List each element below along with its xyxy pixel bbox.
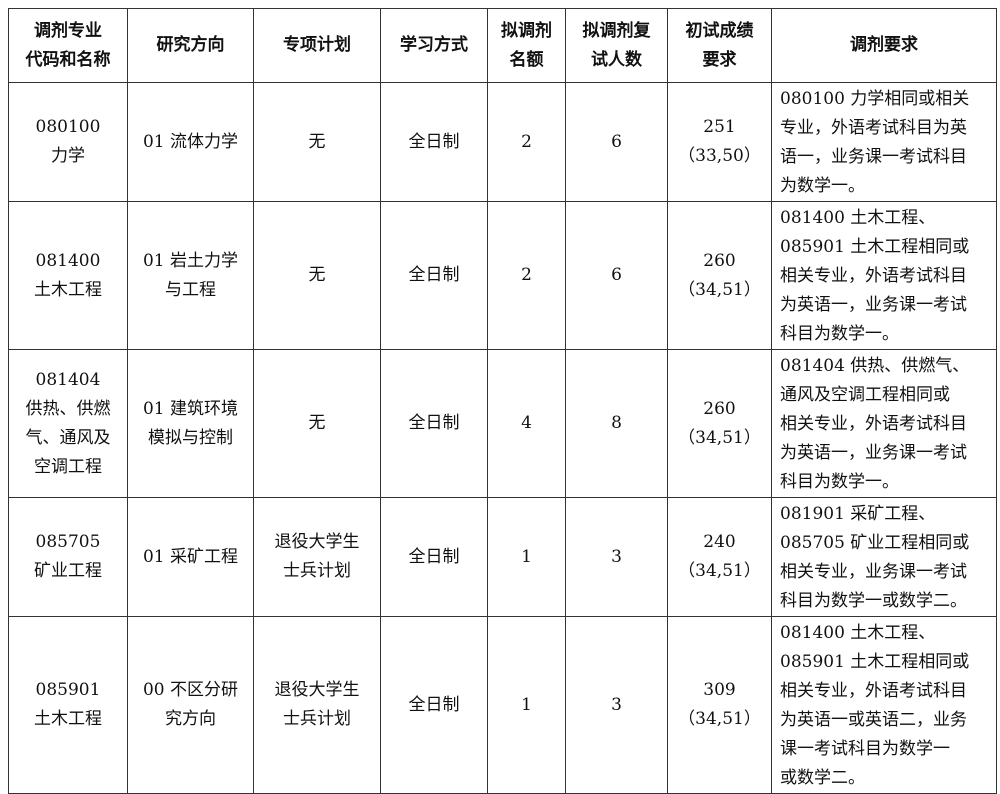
header-requirements: 调剂要求 xyxy=(771,8,997,83)
cell-special-plan: 退役大学生 士兵计划 xyxy=(253,497,381,617)
header-retest-count: 拟调剂复 试人数 xyxy=(565,8,668,83)
cell-direction: 01 流体力学 xyxy=(127,82,254,202)
cell-requirements: 081404 供热、供燃气、 通风及空调工程相同或 相关专业，外语考试科目 为英… xyxy=(771,349,997,498)
cell-direction: 00 不区分研 究方向 xyxy=(127,616,254,794)
table-row: 080100 力学 01 流体力学无全日制 2 6 251 （33,50） 080100 … xyxy=(8,82,997,202)
header-special-plan: 专项计划 xyxy=(253,8,381,83)
table-row: 085901 土木工程 00 不区分研 究方向 退役大学生 士兵计划 全日制 1 3 309… xyxy=(8,616,997,794)
cell-study-mode: 全日制 xyxy=(380,497,488,617)
cell-quota: 1 xyxy=(487,497,566,617)
cell-major: 081400 土木工程 xyxy=(8,201,128,350)
cell-score-req: 251 （33,50） xyxy=(667,82,772,202)
cell-quota: 1 xyxy=(487,616,566,794)
cell-major: 081404 供热、供燃 气、通风及 空调工程 xyxy=(8,349,128,498)
adjustment-table: 调剂专业 代码和名称 研究方向 专项计划 学习方式 拟调剂 名额 拟调剂复 试人… xyxy=(8,8,997,794)
cell-quota: 2 xyxy=(487,82,566,202)
cell-special-plan: 退役大学生 士兵计划 xyxy=(253,616,381,794)
cell-requirements: 080100 力学相同或相关 专业，外语考试科目为英 语一，业务课一考试科目 为… xyxy=(771,82,997,202)
table-row: 085705 矿业工程 01 采矿工程 退役大学生 士兵计划 全日制 1 3 240 （34… xyxy=(8,497,997,617)
cell-requirements: 081901 采矿工程、 085705 矿业工程相同或 相关专业，业务课一考试 … xyxy=(771,497,997,617)
header-study-mode: 学习方式 xyxy=(380,8,488,83)
cell-score-req: 260 （34,51） xyxy=(667,349,772,498)
cell-special-plan: 无 xyxy=(253,82,381,202)
cell-retest-count: 6 xyxy=(565,82,668,202)
header-direction: 研究方向 xyxy=(127,8,254,83)
cell-retest-count: 6 xyxy=(565,201,668,350)
cell-special-plan: 无 xyxy=(253,349,381,498)
cell-special-plan: 无 xyxy=(253,201,381,350)
cell-requirements: 081400 土木工程、 085901 土木工程相同或 相关专业，外语考试科目 … xyxy=(771,616,997,794)
cell-direction: 01 采矿工程 xyxy=(127,497,254,617)
cell-study-mode: 全日制 xyxy=(380,201,488,350)
cell-requirements: 081400 土木工程、 085901 土木工程相同或 相关专业，外语考试科目 … xyxy=(771,201,997,350)
cell-study-mode: 全日制 xyxy=(380,616,488,794)
cell-quota: 4 xyxy=(487,349,566,498)
header-score-req: 初试成绩 要求 xyxy=(667,8,772,83)
table-row: 081400 土木工程 01 岩土力学 与工程无全日制 2 6 260 （34,51） 0… xyxy=(8,201,997,350)
table-row: 081404 供热、供燃 气、通风及 空调工程 01 建筑环境 模拟与控制无全日制… xyxy=(8,349,997,498)
cell-direction: 01 岩土力学 与工程 xyxy=(127,201,254,350)
cell-major: 080100 力学 xyxy=(8,82,128,202)
cell-score-req: 309 （34,51） xyxy=(667,616,772,794)
header-row: 调剂专业 代码和名称 研究方向 专项计划 学习方式 拟调剂 名额 拟调剂复 试人… xyxy=(8,8,997,83)
cell-study-mode: 全日制 xyxy=(380,82,488,202)
cell-quota: 2 xyxy=(487,201,566,350)
header-quota: 拟调剂 名额 xyxy=(487,8,566,83)
cell-score-req: 260 （34,51） xyxy=(667,201,772,350)
header-major: 调剂专业 代码和名称 xyxy=(8,8,128,83)
cell-score-req: 240 （34,51） xyxy=(667,497,772,617)
cell-major: 085705 矿业工程 xyxy=(8,497,128,617)
cell-major: 085901 土木工程 xyxy=(8,616,128,794)
cell-study-mode: 全日制 xyxy=(380,349,488,498)
cell-retest-count: 3 xyxy=(565,616,668,794)
cell-retest-count: 8 xyxy=(565,349,668,498)
cell-retest-count: 3 xyxy=(565,497,668,617)
cell-direction: 01 建筑环境 模拟与控制 xyxy=(127,349,254,498)
